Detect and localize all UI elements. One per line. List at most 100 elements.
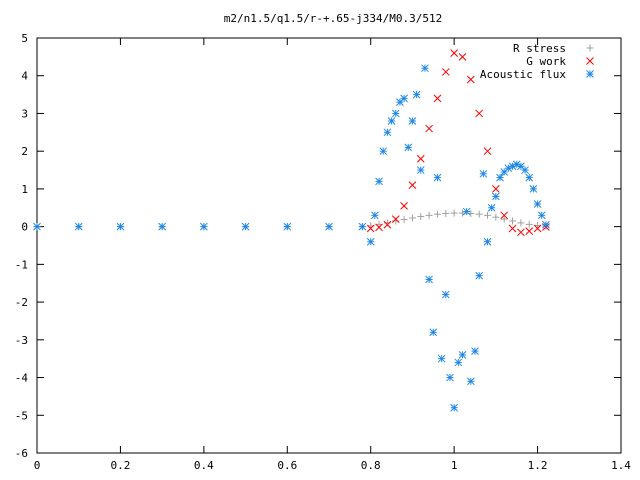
data-point-acoustic-flux: [116, 222, 125, 231]
x-tick-label: 0: [34, 459, 41, 472]
data-point-g-work: [366, 224, 375, 233]
x-tick-label: 0.2: [110, 459, 130, 472]
x-tick-label: 0.8: [361, 459, 381, 472]
y-tick-label: -3: [15, 334, 28, 347]
data-point-acoustic-flux: [404, 143, 413, 152]
data-point-acoustic-flux: [521, 166, 529, 174]
data-point-r-stress: [525, 220, 533, 228]
data-point-g-work: [383, 220, 392, 229]
axes: 0 0.2 0.4 0.6 0.8 1 1.2 1.4 -6 -5 -4 -3 -2 -1 0 1 2 3 4 5: [15, 32, 632, 472]
data-point-acoustic-flux: [429, 328, 438, 337]
data-point-acoustic-flux: [366, 237, 375, 246]
data-point-r-stress: [433, 210, 441, 218]
data-point-g-work: [475, 109, 484, 118]
y-tick-label: 2: [21, 145, 28, 158]
y-tick-label: 3: [21, 107, 28, 120]
data-point-acoustic-flux: [450, 403, 458, 412]
data-point-g-work: [483, 147, 492, 156]
data-point-g-work: [391, 215, 400, 223]
data-point-acoustic-flux: [525, 173, 534, 182]
data-point-acoustic-flux: [500, 168, 509, 176]
chart-title: m2/n1.5/q1.5/r-+.65-j334/M0.3/512: [224, 12, 443, 25]
data-point-acoustic-flux: [383, 128, 392, 137]
data-point-acoustic-flux: [517, 162, 525, 171]
data-point-acoustic-flux: [241, 222, 250, 231]
data-point-acoustic-flux: [454, 358, 463, 367]
data-point-g-work: [517, 228, 525, 237]
data-point-acoustic-flux: [537, 211, 546, 220]
data-point-acoustic-flux: [74, 222, 83, 231]
data-point-r-stress: [425, 211, 433, 219]
data-point-acoustic-flux: [391, 109, 400, 118]
data-point-r-stress: [484, 211, 492, 219]
data-point-acoustic-flux: [471, 347, 479, 355]
data-point-g-work: [500, 211, 509, 220]
data-point-acoustic-flux: [358, 222, 367, 231]
y-tick-label: 1: [21, 183, 28, 196]
data-point-r-stress: [450, 209, 458, 217]
data-point-acoustic-flux: [200, 222, 208, 231]
legend-label: G work: [526, 55, 566, 68]
y-tick-label: 4: [21, 70, 28, 83]
data-point-acoustic-flux: [483, 237, 492, 246]
data-point-acoustic-flux: [492, 192, 500, 201]
x-tick-label: 1.2: [528, 459, 548, 472]
data-point-g-work: [400, 202, 408, 210]
data-point-g-work: [492, 185, 500, 193]
x-tick-label: 1.4: [611, 459, 631, 472]
x-tick-label: 0.4: [194, 459, 214, 472]
data-point-acoustic-flux: [33, 222, 41, 231]
y-tick-label: -5: [15, 409, 28, 422]
data-point-acoustic-flux: [466, 377, 475, 386]
data-point-acoustic-flux: [462, 207, 471, 216]
data-point-acoustic-flux: [387, 117, 396, 125]
data-point-g-work: [533, 224, 542, 233]
x-tick-label: 1: [451, 459, 458, 472]
data-point-acoustic-flux: [412, 90, 421, 99]
series-g-work: [366, 49, 550, 237]
data-point-acoustic-flux: [479, 169, 488, 178]
legend-marker: [586, 44, 594, 52]
y-tick-label: -2: [15, 296, 28, 309]
data-point-g-work: [458, 53, 467, 61]
data-point-acoustic-flux: [379, 147, 388, 156]
data-marks: [33, 49, 550, 412]
data-point-r-stress: [408, 214, 416, 222]
data-point-r-stress: [509, 217, 517, 225]
data-point-acoustic-flux: [283, 222, 292, 231]
data-point-r-stress: [417, 212, 425, 220]
data-point-acoustic-flux: [496, 173, 504, 182]
data-point-acoustic-flux: [441, 290, 450, 299]
data-point-acoustic-flux: [433, 173, 442, 182]
data-point-acoustic-flux: [475, 271, 484, 280]
data-point-g-work: [416, 154, 425, 163]
data-point-g-work: [425, 124, 433, 133]
data-point-g-work: [450, 49, 458, 57]
data-point-g-work: [466, 75, 475, 84]
data-point-r-stress: [492, 213, 500, 221]
y-tick-label: -4: [15, 372, 29, 385]
data-point-g-work: [525, 227, 534, 236]
data-point-acoustic-flux: [325, 222, 333, 231]
data-point-acoustic-flux: [487, 203, 496, 212]
legend-label: Acoustic flux: [480, 68, 566, 81]
data-point-acoustic-flux: [400, 94, 408, 103]
data-point-acoustic-flux: [425, 275, 433, 284]
y-tick-label: 5: [21, 32, 28, 45]
y-tick-label: 0: [21, 221, 28, 234]
series-r-stress: [33, 209, 550, 231]
data-point-g-work: [441, 68, 450, 76]
data-point-g-work: [508, 224, 517, 233]
data-point-acoustic-flux: [437, 354, 446, 363]
data-point-acoustic-flux: [158, 222, 166, 231]
data-point-r-stress: [500, 215, 508, 223]
data-point-acoustic-flux: [416, 166, 425, 174]
data-point-acoustic-flux: [421, 64, 429, 73]
legend-marker: [586, 70, 594, 78]
data-point-r-stress: [442, 209, 450, 217]
data-point-g-work: [433, 94, 442, 103]
data-point-acoustic-flux: [458, 351, 467, 359]
plot-frame: [36, 37, 622, 454]
